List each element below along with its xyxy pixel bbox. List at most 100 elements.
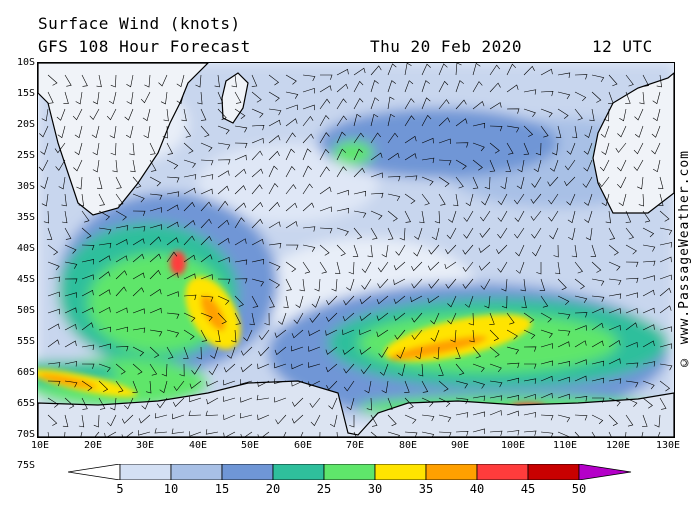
wind-barb <box>197 91 203 105</box>
wind-barb <box>217 200 229 212</box>
wind-barb <box>251 74 258 87</box>
wind-barb <box>81 397 88 410</box>
wind-barb <box>553 244 559 258</box>
wind-barb <box>506 125 520 133</box>
wind-barb <box>311 295 321 308</box>
wind-barb <box>176 74 185 88</box>
wind-barb <box>64 340 77 348</box>
wind-barb <box>353 167 365 178</box>
wind-barb <box>268 165 278 178</box>
wind-barb <box>617 159 627 172</box>
wind-barb <box>343 363 355 374</box>
wind-barb <box>438 63 448 76</box>
wind-barb <box>163 108 169 122</box>
wind-barb <box>64 397 75 409</box>
wind-barb <box>309 312 321 323</box>
wind-barb <box>283 431 287 437</box>
wind-barb <box>353 97 364 110</box>
wind-barb <box>234 91 242 104</box>
wind-barb <box>166 191 180 197</box>
wind-barb <box>200 201 212 212</box>
wind-barb <box>223 414 236 421</box>
wind-barb <box>64 244 77 254</box>
wind-barb <box>489 102 502 110</box>
wind-barb <box>183 329 195 340</box>
wind-barb <box>183 220 196 229</box>
wind-barb <box>98 306 111 314</box>
wind-barb <box>489 159 496 172</box>
wind-barb <box>421 193 430 206</box>
wind-barb <box>299 278 305 292</box>
wind-barb <box>126 91 134 105</box>
wind-barb <box>78 414 85 428</box>
wind-barb <box>520 278 526 292</box>
wind-barb <box>166 221 179 229</box>
wind-barb <box>41 193 49 207</box>
wind-barb <box>268 74 280 86</box>
wind-barb <box>162 125 168 139</box>
wind-barb <box>591 414 604 425</box>
wind-barb <box>642 380 655 390</box>
wind-barb <box>651 125 661 138</box>
wind-barb <box>539 278 546 291</box>
wind-barb <box>418 363 424 377</box>
wind-barb <box>92 91 100 105</box>
wind-barb <box>393 261 406 271</box>
wind-barb <box>489 125 503 132</box>
wind-barb <box>387 227 394 240</box>
wind-barb <box>132 380 138 393</box>
wind-barb <box>445 278 457 289</box>
wind-barb <box>115 210 127 221</box>
wind-barb <box>39 125 49 138</box>
wind-barb <box>149 224 162 230</box>
wind-barb <box>387 113 395 127</box>
wind-barb <box>115 346 129 352</box>
wind-barb <box>376 329 389 338</box>
wind-barb <box>285 132 296 144</box>
wind-barb <box>132 210 146 217</box>
wind-barb <box>411 261 423 272</box>
wind-barb <box>438 431 452 437</box>
wind-barb <box>659 397 667 410</box>
wind-barb <box>93 414 100 428</box>
lon-label: 120E <box>605 440 631 451</box>
wind-barb <box>571 244 578 258</box>
wind-barb <box>659 242 673 248</box>
wind-barb <box>274 397 287 403</box>
forecast-date: Thu 20 Feb 2020 <box>370 37 522 56</box>
wind-barb <box>81 307 94 314</box>
wind-barb <box>205 429 219 435</box>
wind-barb <box>421 380 429 393</box>
legend-swatch <box>374 464 427 480</box>
wind-barb <box>421 397 434 407</box>
wind-barb <box>183 346 189 359</box>
wind-barb <box>472 63 481 76</box>
wind-barb <box>523 65 535 76</box>
wind-barb <box>540 295 549 308</box>
wind-barb <box>268 108 282 116</box>
wind-barb <box>47 339 60 348</box>
wind-barb <box>55 159 66 171</box>
wind-barb <box>336 208 350 214</box>
wind-barb <box>472 411 485 417</box>
wind-barb <box>215 329 221 343</box>
wind-barb <box>411 312 423 323</box>
wind-barb <box>472 81 483 93</box>
wind-barb <box>393 295 406 304</box>
wind-barb <box>329 414 338 428</box>
legend-swatch-arrow-left <box>68 464 121 480</box>
wind-barb <box>659 305 672 314</box>
wind-barb <box>514 210 525 223</box>
wind-barb <box>183 294 197 301</box>
wind-barb <box>564 176 576 187</box>
wind-barb <box>41 108 49 122</box>
wind-barb <box>404 135 417 144</box>
wind-barb <box>367 244 373 258</box>
wind-barb <box>395 244 406 256</box>
wind-barb <box>268 243 282 249</box>
wind-barb <box>115 380 124 393</box>
wind-barb <box>608 431 612 437</box>
wind-barb <box>359 312 372 321</box>
wind-barb <box>258 346 270 357</box>
wind-barb <box>47 261 60 271</box>
